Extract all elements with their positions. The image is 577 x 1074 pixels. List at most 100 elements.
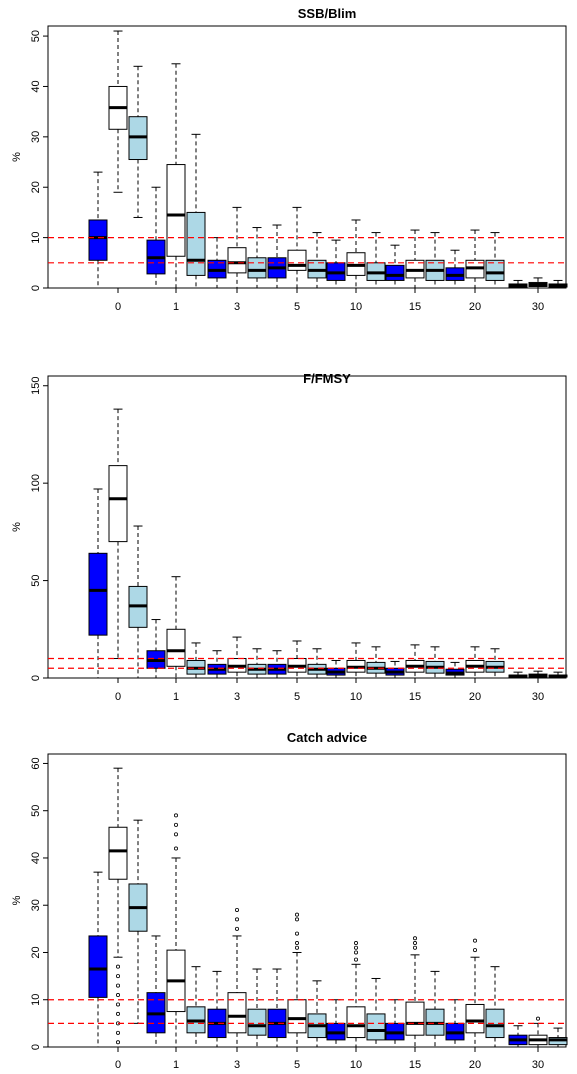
box-body <box>88 219 108 261</box>
box-30-2 <box>548 671 568 679</box>
box-body <box>88 552 108 636</box>
y-tick-label: 150 <box>30 377 42 395</box>
box-20-2 <box>485 966 505 1048</box>
box-30-1 <box>528 670 548 679</box>
box-body <box>88 935 108 998</box>
x-tick-label: 3 <box>234 691 240 703</box>
box-15-2 <box>425 970 445 1048</box>
box-15-1 <box>405 644 425 679</box>
box-0-1 <box>108 408 128 660</box>
chart-title: SSB/Blim <box>298 6 357 21</box>
y-tick-label: 20 <box>30 946 42 958</box>
outlier-point <box>234 917 239 922</box>
outlier-point <box>294 912 299 917</box>
x-tick-label: 1 <box>173 301 179 313</box>
x-tick-label: 15 <box>409 1059 421 1071</box>
plot-frame <box>47 25 567 289</box>
outlier-point <box>412 941 417 946</box>
y-tick-label: 40 <box>30 80 42 92</box>
box-10-1 <box>346 642 366 679</box>
outlier-point <box>536 1016 541 1021</box>
y-tick-label: 20 <box>30 181 42 193</box>
outlier-point <box>294 941 299 946</box>
x-tick-label: 20 <box>469 691 481 703</box>
box-30-0 <box>508 671 528 679</box>
box-1-2 <box>186 642 206 679</box>
box-body <box>247 257 267 279</box>
outlier-point <box>234 907 239 912</box>
box-15-2 <box>425 646 445 679</box>
box-0-0 <box>88 488 108 679</box>
box-20-2 <box>485 648 505 679</box>
box-5-1 <box>287 640 307 679</box>
box-3-0 <box>207 237 227 289</box>
y-axis-label: % <box>11 152 23 162</box>
box-body <box>186 211 206 276</box>
box-15-0 <box>385 244 405 289</box>
box-30-0 <box>508 1025 528 1048</box>
box-body <box>465 1003 485 1034</box>
box-1-0 <box>146 935 166 1048</box>
box-3-1 <box>227 907 247 1048</box>
box-30-1 <box>528 1016 548 1048</box>
x-tick-label: 10 <box>350 691 362 703</box>
box-1-1 <box>166 63 186 289</box>
outlier-point <box>353 957 358 962</box>
outlier-point <box>116 1030 121 1035</box>
x-tick-label: 15 <box>409 301 421 313</box>
outlier-point <box>116 974 121 979</box>
box-0-2 <box>128 525 148 679</box>
outlier-point <box>173 832 178 837</box>
x-tick-label: 20 <box>469 301 481 313</box>
box-1-1 <box>166 576 186 679</box>
box-1-0 <box>146 619 166 679</box>
panel-0: SSB/Blim 0 10 20 30 40 50% 0 1 3 5 10 15 20 30 <box>11 6 568 313</box>
box-20-1 <box>465 229 485 289</box>
x-tick-label: 10 <box>350 1059 362 1071</box>
box-5-0 <box>267 650 287 679</box>
box-body <box>166 164 186 257</box>
outlier-point <box>116 1011 121 1016</box>
box-15-1 <box>405 936 425 1048</box>
box-5-0 <box>267 968 287 1048</box>
x-tick-label: 5 <box>294 1059 300 1071</box>
box-5-2 <box>307 648 327 679</box>
x-tick-label: 3 <box>234 1059 240 1071</box>
y-tick-label: 30 <box>30 131 42 143</box>
x-tick-label: 3 <box>234 301 240 313</box>
box-15-2 <box>425 232 445 289</box>
chart-title: Catch advice <box>287 730 367 745</box>
box-10-2 <box>366 646 386 679</box>
box-1-1 <box>166 813 186 1048</box>
panel-2: Catch advice 0 10 20 30 40 50 60% 0 1 3 5 10 15 20 30 <box>11 730 568 1071</box>
x-tick-label: 1 <box>173 1059 179 1071</box>
box-1-2 <box>186 966 206 1048</box>
y-tick-label: 10 <box>30 231 42 243</box>
outlier-point <box>173 846 178 851</box>
box-body <box>108 465 128 543</box>
outlier-point <box>116 993 121 998</box>
outlier-point <box>116 1002 121 1007</box>
box-0-0 <box>88 871 108 1048</box>
box-10-0 <box>326 659 346 679</box>
outlier-point <box>294 931 299 936</box>
box-10-1 <box>346 219 366 289</box>
box-20-1 <box>465 646 485 679</box>
y-tick-label: 0 <box>30 675 42 681</box>
box-20-1 <box>465 938 485 1048</box>
outlier-point <box>234 926 239 931</box>
outlier-point <box>353 941 358 946</box>
box-20-0 <box>445 999 465 1048</box>
plot-frame <box>47 375 567 679</box>
box-5-1 <box>287 206 307 289</box>
box-0-2 <box>128 819 148 1024</box>
outlier-point <box>353 945 358 950</box>
outlier-point <box>294 917 299 922</box>
x-tick-label: 30 <box>532 691 544 703</box>
box-body <box>366 1013 386 1041</box>
box-3-1 <box>227 206 247 289</box>
box-15-0 <box>385 999 405 1048</box>
y-tick-label: 0 <box>30 1044 42 1050</box>
box-1-0 <box>146 186 166 289</box>
